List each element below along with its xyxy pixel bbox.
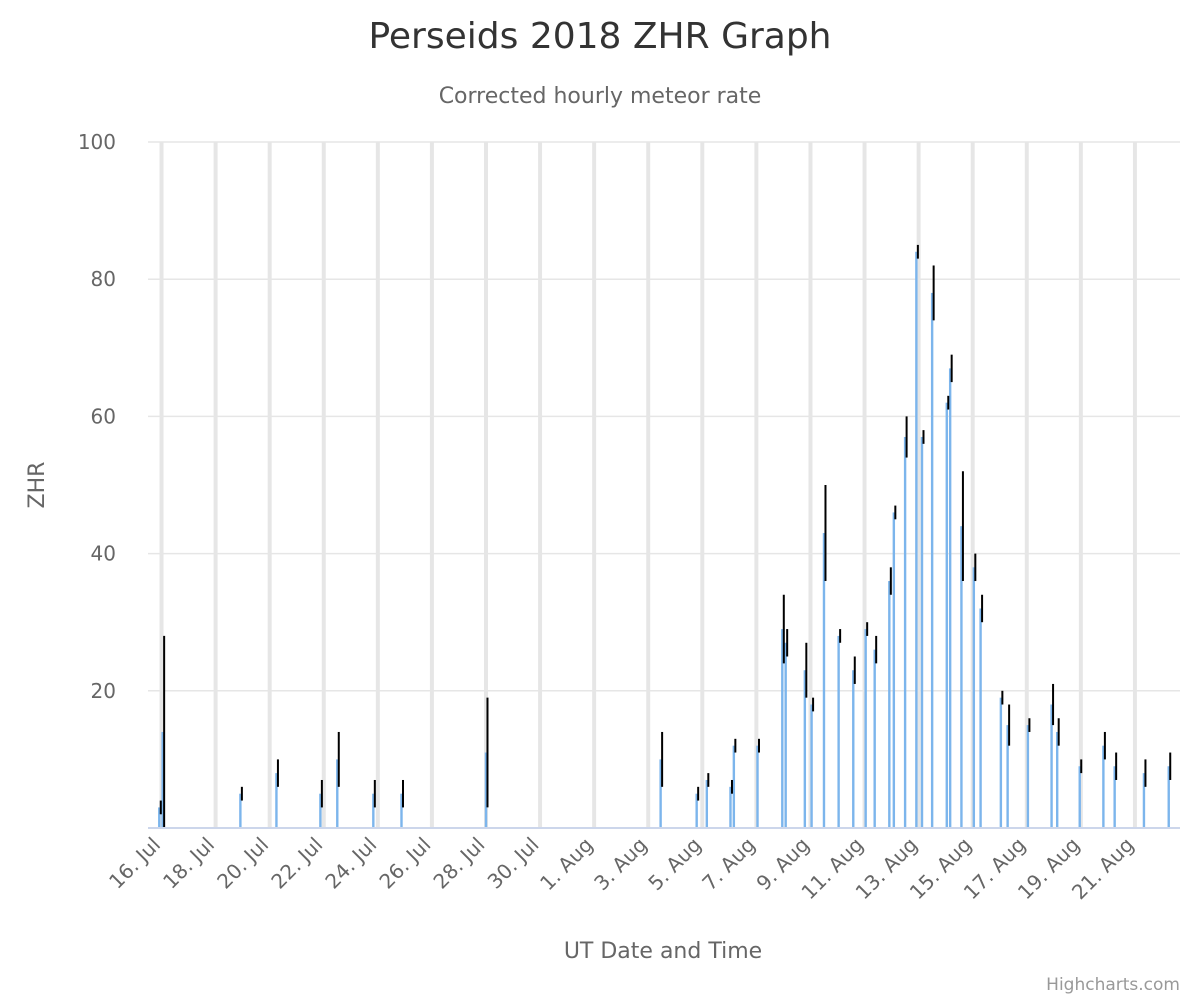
zhr-bar — [1142, 773, 1146, 828]
zhr-bar — [822, 533, 826, 828]
zhr-bar — [873, 649, 876, 828]
zhr-bar — [1055, 731, 1059, 828]
zhr-bar — [756, 745, 759, 828]
zhr-bar — [336, 759, 339, 828]
y-tick-label: 100 — [78, 130, 116, 154]
zhr-bar — [888, 581, 891, 828]
zhr-bar — [1078, 766, 1081, 828]
zhr-bar — [372, 793, 375, 828]
zhr-bar — [920, 436, 924, 828]
zhr-bar — [1006, 725, 1009, 828]
zhr-bar — [239, 793, 242, 828]
zhr-bar — [695, 793, 698, 828]
zhr-bar — [948, 368, 952, 828]
zhr-bar — [1113, 766, 1116, 828]
zhr-bar — [659, 759, 662, 828]
chart-title: Perseids 2018 ZHR Graph — [368, 16, 831, 57]
zhr-bar — [864, 629, 867, 828]
y-tick-label: 60 — [91, 404, 116, 428]
zhr-bar — [810, 704, 813, 828]
zhr-bar — [903, 436, 907, 828]
credits-link[interactable]: Highcharts.com — [1046, 975, 1180, 995]
y-axis-title: ZHR — [25, 462, 50, 509]
zhr-bar — [400, 793, 403, 828]
zhr-bar — [803, 670, 807, 828]
zhr-bar — [705, 779, 709, 828]
zhr-bar — [484, 752, 488, 828]
y-tick-label: 80 — [91, 267, 116, 291]
zhr-bar — [1102, 745, 1105, 828]
x-axis-title: UT Date and Time — [564, 939, 762, 964]
y-tick-label: 20 — [91, 679, 116, 703]
y-tick-label: 40 — [91, 542, 116, 566]
zhr-bar — [319, 793, 322, 828]
zhr-bar — [972, 567, 976, 828]
zhr-bar — [979, 608, 982, 828]
zhr-bar — [945, 402, 948, 828]
zhr-bar — [999, 697, 1003, 828]
zhr-bar — [161, 731, 164, 828]
zhr-bar — [158, 807, 161, 828]
zhr-bar — [892, 512, 896, 828]
zhr-bar — [930, 292, 934, 828]
zhr-bar — [852, 670, 855, 828]
zhr-bar — [784, 642, 787, 828]
zhr-bar — [1026, 725, 1030, 828]
zhr-bar — [732, 745, 736, 828]
y-tick-labels: 20 40 60 80 100 — [78, 130, 116, 703]
zhr-bar — [729, 786, 732, 828]
zhr-bar — [915, 251, 918, 828]
zhr-bar — [1050, 704, 1053, 828]
chart-subtitle: Corrected hourly meteor rate — [439, 84, 762, 109]
y-grid — [148, 141, 1180, 692]
zhr-bar — [275, 773, 278, 828]
zhr-bar — [837, 635, 840, 828]
zhr-bar — [1167, 766, 1170, 828]
zhr-bar — [781, 629, 784, 828]
bar-series — [158, 251, 1170, 828]
error-bars — [159, 244, 1172, 828]
zhr-bar — [960, 526, 963, 828]
